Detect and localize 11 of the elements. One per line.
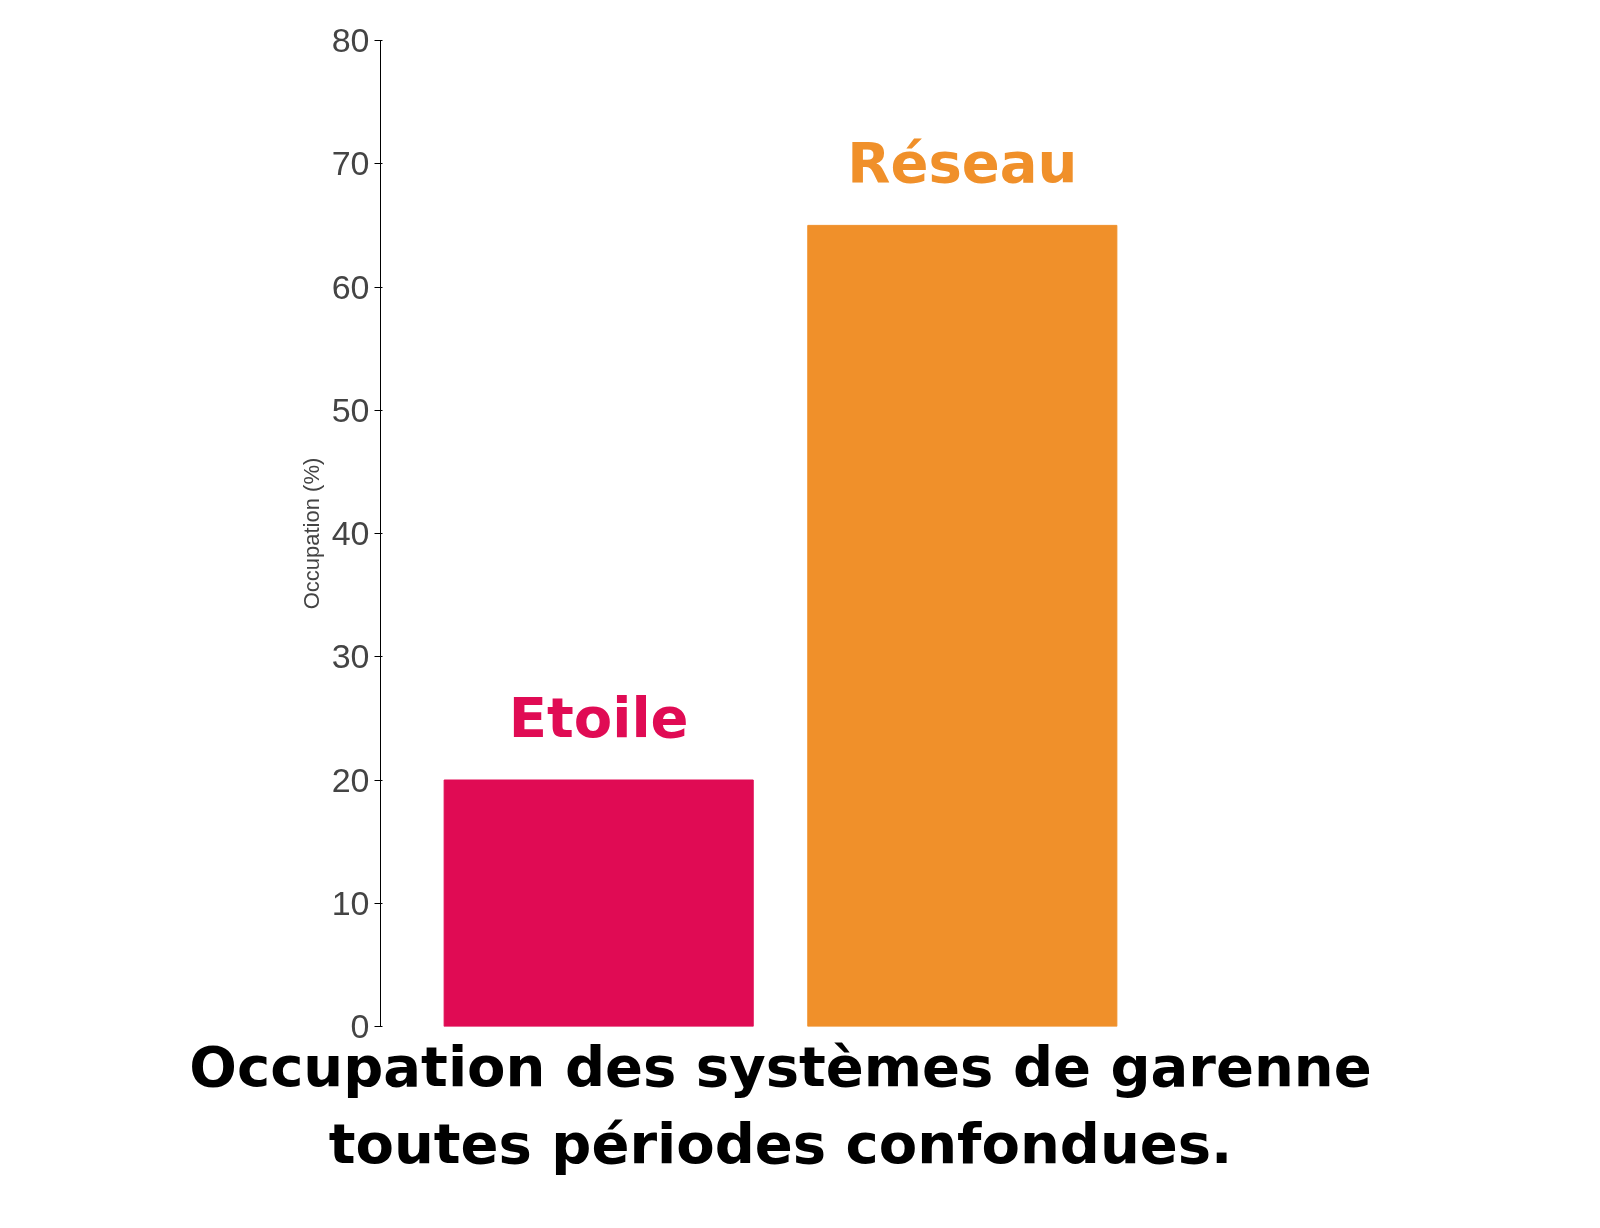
- y-tick-label: 70: [331, 144, 370, 183]
- y-axis-title: Occupation (%): [298, 457, 324, 610]
- y-tick-label: 60: [331, 267, 370, 306]
- x-tick-label: Etoile: [508, 685, 689, 750]
- y-tick-label: 10: [331, 883, 370, 922]
- y-tick-label: 80: [331, 21, 370, 59]
- y-tick-label: 50: [331, 390, 370, 429]
- y-tick-label: 20: [331, 760, 370, 799]
- x-tick-label: Réseau: [847, 130, 1078, 196]
- y-tick-label: 30: [331, 637, 370, 676]
- y-tick-label: 40: [331, 514, 370, 552]
